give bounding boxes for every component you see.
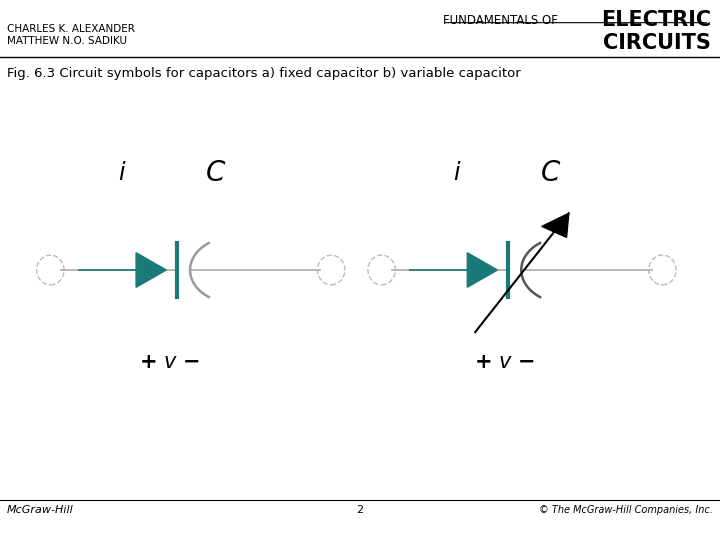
- Text: FUNDAMENTALS OF: FUNDAMENTALS OF: [443, 14, 558, 26]
- Text: © The McGraw-Hill Companies, Inc.: © The McGraw-Hill Companies, Inc.: [539, 505, 713, 515]
- Text: $\mathit{C}$: $\mathit{C}$: [205, 159, 227, 187]
- Text: $\mathit{i}$: $\mathit{i}$: [118, 161, 127, 185]
- Polygon shape: [136, 253, 166, 287]
- Text: $\mathit{i}$: $\mathit{i}$: [453, 161, 462, 185]
- Polygon shape: [541, 213, 569, 238]
- Text: Fig. 6.3 Circuit symbols for capacitors a) fixed capacitor b) variable capacitor: Fig. 6.3 Circuit symbols for capacitors …: [7, 68, 521, 80]
- Text: $\mathbf{+}\ \mathit{v}\ \mathbf{-}$: $\mathbf{+}\ \mathit{v}\ \mathbf{-}$: [139, 352, 199, 372]
- Polygon shape: [467, 253, 498, 287]
- Text: ELECTRIC
CIRCUITS: ELECTRIC CIRCUITS: [601, 10, 711, 53]
- Text: CHARLES K. ALEXANDER
MATTHEW N.O. SADIKU: CHARLES K. ALEXANDER MATTHEW N.O. SADIKU: [7, 24, 135, 46]
- Text: 2: 2: [356, 505, 364, 515]
- Text: $\mathit{C}$: $\mathit{C}$: [540, 159, 562, 187]
- Text: McGraw-Hill: McGraw-Hill: [7, 505, 74, 515]
- Text: $\mathbf{+}\ \mathit{v}\ \mathbf{-}$: $\mathbf{+}\ \mathit{v}\ \mathbf{-}$: [474, 352, 534, 372]
